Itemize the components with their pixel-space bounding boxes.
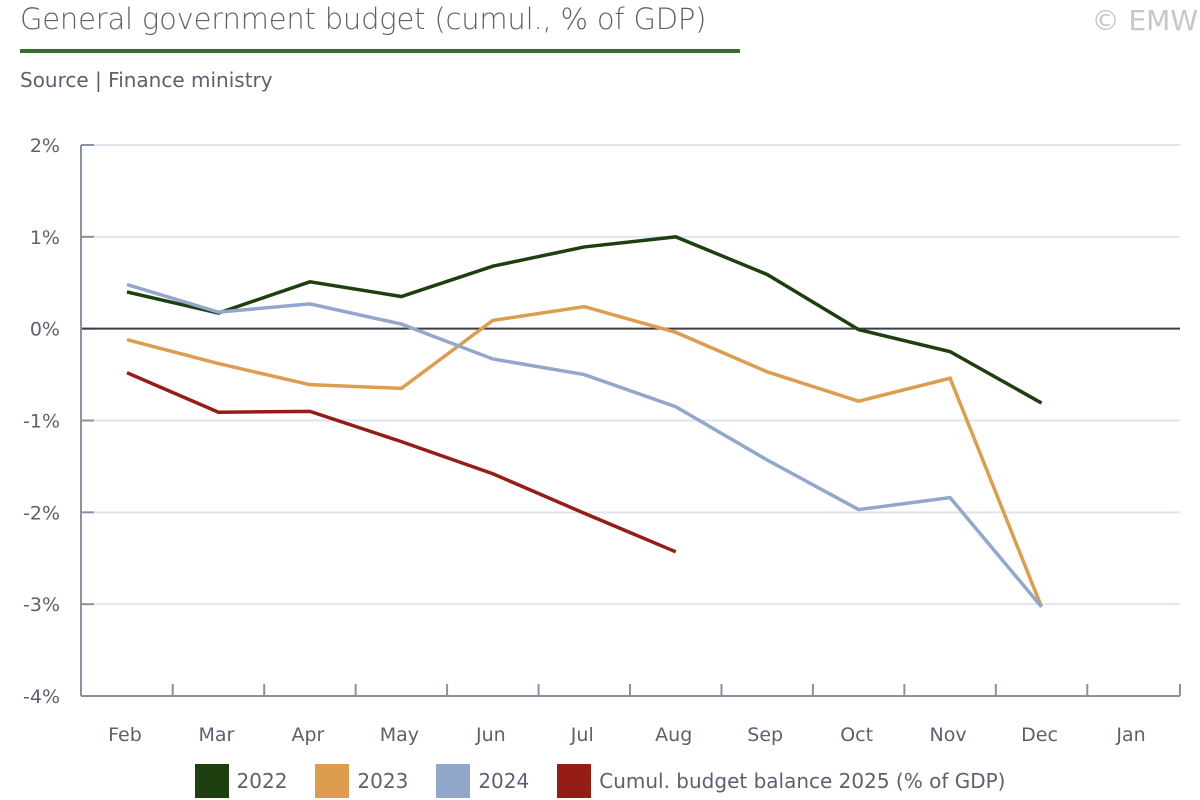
series-line [126,282,1043,609]
y-tick-label: -4% [23,686,60,708]
x-tick-label: Aug [655,724,692,746]
y-tick-label: 1% [30,227,60,249]
x-tick-label: Nov [930,724,967,746]
legend-swatch [557,764,592,798]
x-tick-label: Sep [747,724,783,746]
x-tick-label: Dec [1021,724,1058,746]
x-tick-label: Jun [475,724,506,746]
x-tick-label: Feb [108,724,142,746]
series-2022 [126,235,1043,405]
x-tick-label: Oct [840,724,873,746]
x-tick-label: Mar [199,724,235,746]
legend-label: 2022 [236,769,288,793]
legend-item-2022[interactable]: 2022 [194,764,288,798]
series-2024 [126,282,1043,609]
legend-item-2025[interactable]: Cumul. budget balance 2025 (% of GDP) [557,764,1005,798]
x-tick-label: May [380,724,419,746]
legend-label: 2024 [478,769,530,793]
copyright-notice: © EMW [1091,4,1198,37]
y-tick-label: -1% [23,411,60,433]
legend-swatch [194,764,229,798]
legend-item-2023[interactable]: 2023 [315,764,408,798]
axes [80,144,1181,697]
y-tick-label: -3% [23,594,60,616]
legend-item-2024[interactable]: 2024 [436,764,529,798]
legend-label: 2023 [357,769,409,793]
legend-swatch [315,764,350,798]
y-tick-label: -2% [23,502,60,524]
x-tick-label: Apr [291,724,324,746]
series-lines [126,235,1044,609]
series-cumul-budget-balance-2025-of-gdp [126,371,677,554]
chart-source: Source | Finance ministry [20,68,273,92]
legend-swatch [436,764,471,798]
x-axis-labels: Feb Mar Apr May Jun Jul Aug Sep Oct Nov Dec Jan [108,724,1145,746]
series-line [126,304,1044,608]
series-line [126,235,1043,405]
x-tick-label: Jan [1115,724,1145,746]
y-tick-label: 2% [30,135,60,157]
series-line [126,371,677,554]
legend: 2022 2023 2024 Cumul. budget balance 202… [0,764,1200,798]
series-2023 [126,304,1044,608]
chart-title: General government budget (cumul., % of … [20,2,707,36]
x-tick-label: Jul [570,724,594,746]
y-tick-label: 0% [30,319,60,341]
title-underline [20,49,740,53]
legend-label: Cumul. budget balance 2025 (% of GDP) [599,769,1006,793]
gridlines [94,144,1180,606]
y-axis-labels: 2% 1% 0% -1% -2% -3% -4% [23,135,60,708]
